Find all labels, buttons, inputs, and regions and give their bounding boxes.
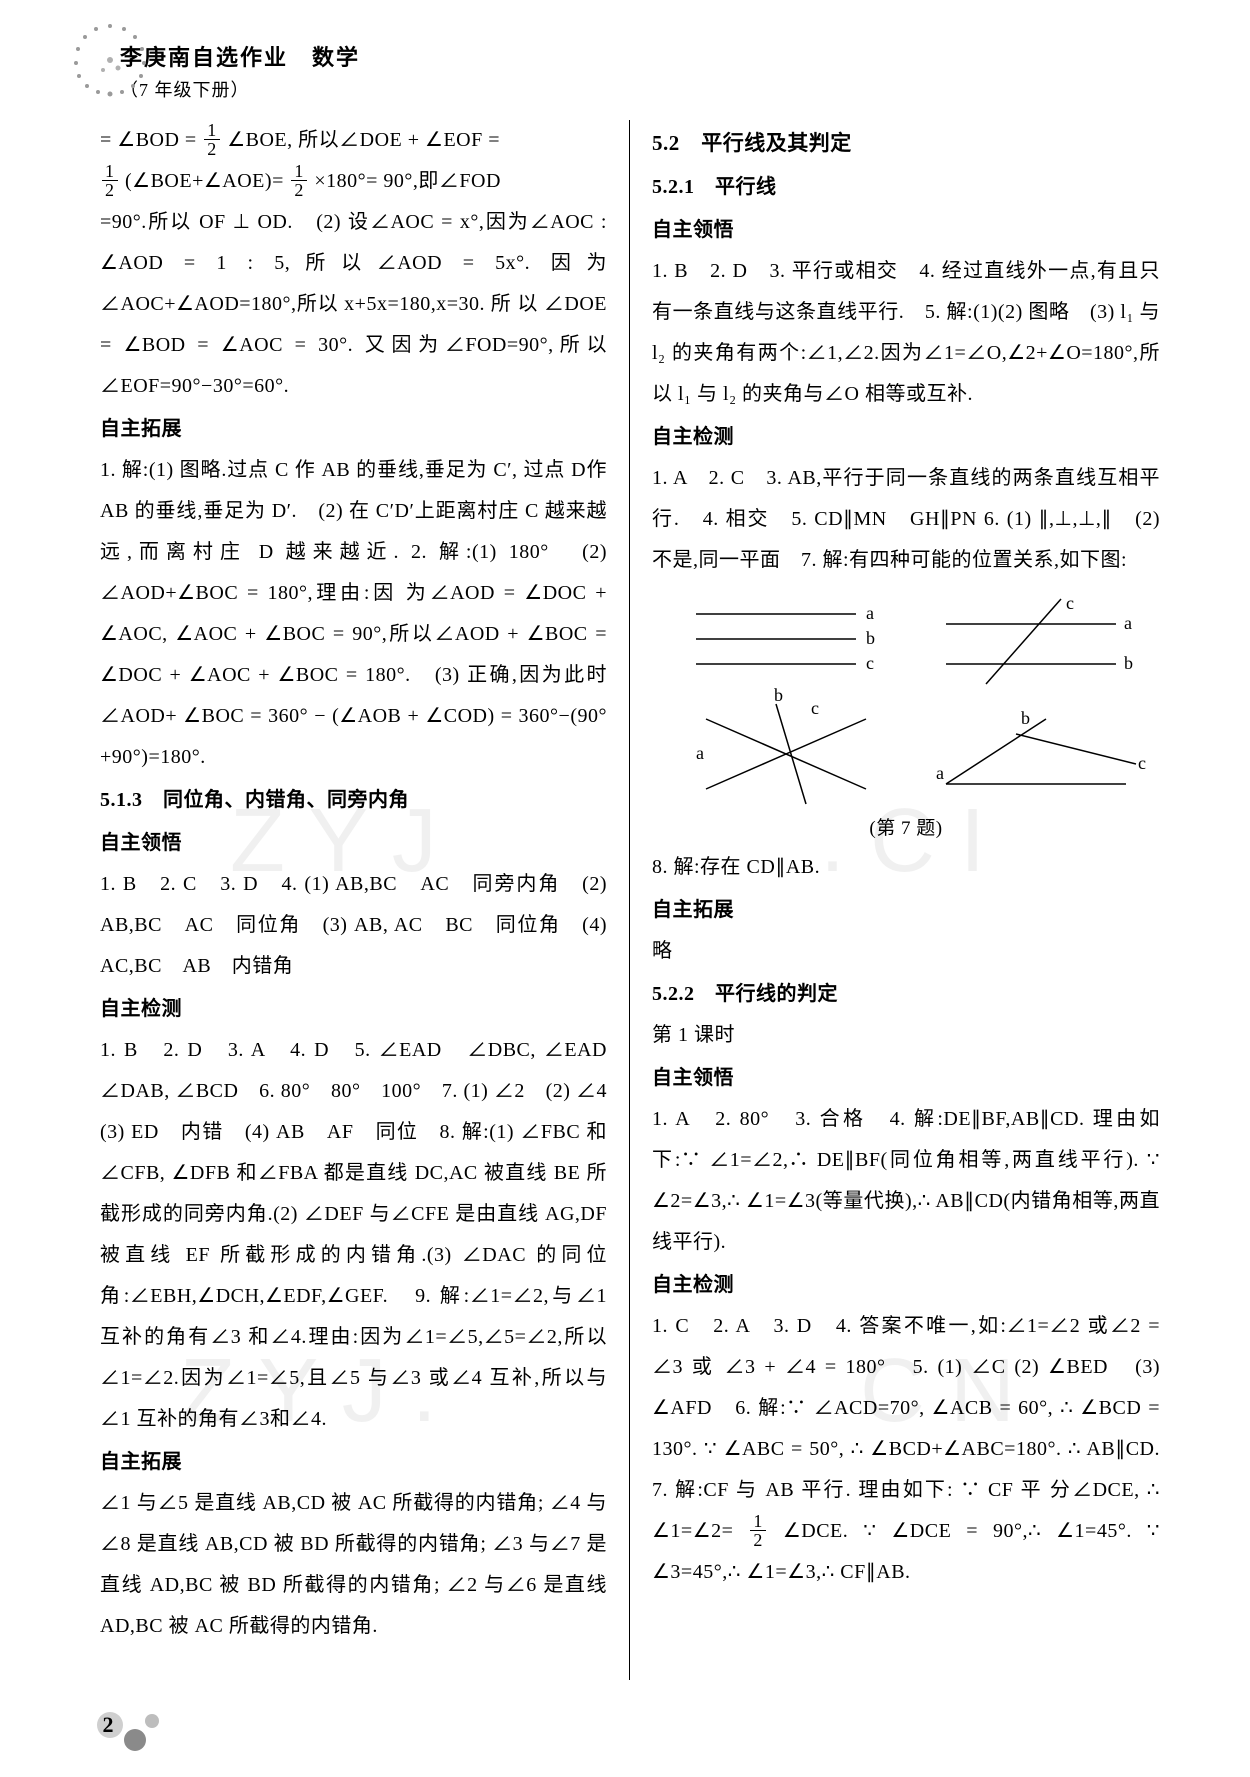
section-heading: 自主领悟 [652,1058,1160,1099]
paragraph: =90°.所以 OF ⊥ OD. (2) 设∠AOC = x°,因为∠AOC :… [100,202,607,407]
text: = ∠BOD = [100,129,202,151]
diagram-caption: (第 7 题) [869,817,942,839]
geometry-diagrams: a b c c a b [652,589,1160,839]
page: 李庚南自选作业 数学 （7 年级下册） = ∠BOD = 1 2 ∠BOE, 所… [0,0,1250,1777]
section-heading: 5.1.3 同位角、内错角、同旁内角 [100,780,607,821]
label-c: c [811,698,820,718]
section-heading: 自主检测 [652,1265,1160,1306]
section-heading: 自主领悟 [100,823,607,864]
label-c: c [1138,753,1147,773]
book-title: 李庚南自选作业 数学 [120,40,1160,72]
fraction-half: 1 2 [204,121,220,158]
section-heading: 5.2 平行线及其判定 [652,122,1160,165]
text: (∠BOE+∠AOE)= [125,170,284,192]
left-column: = ∠BOD = 1 2 ∠BOE, 所以∠DOE + ∠EOF = 1 2 (… [100,120,630,1680]
paragraph: 1. 解:(1) 图略.过点 C 作 AB 的垂线,垂足为 C′, 过点 D作A… [100,450,607,778]
text: ∠BOE, 所以∠DOE + ∠EOF = [227,129,500,151]
label-a: a [866,603,875,623]
text: 1. C 2. A 3. D 4. 答案不唯一,如:∠1=∠2 或∠2 = ∠3… [652,1315,1181,1542]
section-heading: 自主拓展 [652,890,1160,931]
paragraph: 1. A 2. C 3. AB,平行于同一条直线的两条直线互相平行. 4. 相交… [652,458,1160,581]
label-b: b [774,685,784,705]
paragraph: 略 [652,931,1160,972]
label-c: c [866,653,875,673]
page-number-badge: 2 [90,1705,180,1755]
page-number: 2 [103,1712,114,1737]
section-heading: 5.2.2 平行线的判定 [652,974,1160,1015]
dotted-circle-ornament [70,20,150,100]
fraction-half: 1 2 [291,162,307,199]
paragraph: 第 1 课时 [652,1015,1160,1056]
label-a: a [1124,613,1133,633]
two-column-layout: = ∠BOD = 1 2 ∠BOE, 所以∠DOE + ∠EOF = 1 2 (… [100,120,1160,1680]
paragraph: 1. B 2. D 3. 平行或相交 4. 经过直线外一点,有且只有一条直线与这… [652,251,1160,415]
label-b: b [1021,708,1031,728]
equation-block-2: 1 2 (∠BOE+∠AOE)= 1 2 ×180°= 90°,即∠FOD [100,161,607,202]
label-a: a [696,743,705,763]
paragraph: 1. B 2. D 3. A 4. D 5. ∠EAD ∠DBC, ∠EAD ∠… [100,1030,607,1440]
label-a: a [936,763,945,783]
paragraph: 8. 解:存在 CD∥AB. [652,847,1160,888]
paragraph: 1. A 2. 80° 3. 合格 4. 解:DE∥BF,AB∥CD. 理由如下… [652,1099,1160,1263]
right-column: 5.2 平行线及其判定 5.2.1 平行线 自主领悟 1. B 2. D 3. … [630,120,1160,1680]
fraction-half: 1 2 [750,1512,766,1549]
text: ×180°= 90°,即∠FOD [314,170,501,192]
section-heading: 自主检测 [652,417,1160,458]
label-b: b [1124,653,1134,673]
paragraph: 1. B 2. C 3. D 4. (1) AB,BC AC 同旁内角 (2) … [100,864,607,987]
paragraph: ∠1 与∠5 是直线 AB,CD 被 AC 所截得的内错角; ∠4 与∠8 是直… [100,1483,607,1647]
section-heading: 自主领悟 [652,210,1160,251]
diagram-q7: a b c c a b [652,589,1160,839]
section-heading: 5.2.1 平行线 [652,167,1160,208]
label-c: c [1066,593,1075,613]
label-b: b [866,628,876,648]
book-subtitle: （7 年级下册） [120,76,1160,102]
paragraph: 1. C 2. A 3. D 4. 答案不唯一,如:∠1=∠2 或∠2 = ∠3… [652,1306,1160,1593]
section-heading: 自主拓展 [100,1442,607,1483]
page-header: 李庚南自选作业 数学 （7 年级下册） [120,40,1160,102]
section-heading: 自主拓展 [100,409,607,450]
section-heading: 自主检测 [100,989,607,1030]
equation-block-1: = ∠BOD = 1 2 ∠BOE, 所以∠DOE + ∠EOF = [100,120,607,161]
fraction-half: 1 2 [102,162,118,199]
